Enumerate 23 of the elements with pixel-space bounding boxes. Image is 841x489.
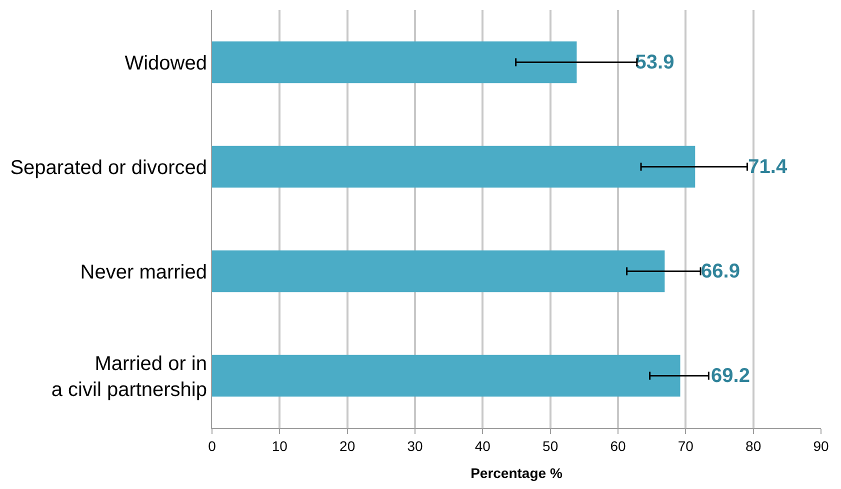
x-tick-label: 80 [746, 438, 762, 454]
data-label: 66.9 [668, 260, 740, 282]
x-tick-label: 60 [610, 438, 626, 454]
data-label: 71.4 [698, 156, 788, 178]
bar [212, 250, 665, 292]
x-tick-label: 70 [678, 438, 694, 454]
y-tick-label: Separated or divorced [10, 156, 207, 179]
x-tick-label: 40 [474, 438, 491, 454]
y-tick-label: Married or in a civil partnership [51, 352, 207, 401]
y-tick-label: Widowed [124, 52, 207, 74]
y-tick-label: Never married [80, 261, 207, 284]
x-tick-label: 0 [208, 438, 216, 454]
data-label: 69.2 [683, 364, 750, 387]
bar [212, 146, 696, 188]
bar [212, 354, 680, 397]
x-axis-title: Percentage % [470, 465, 563, 482]
x-tick-label: 90 [813, 438, 829, 454]
x-tick-label: 20 [340, 438, 356, 454]
data-label: 53.9 [580, 51, 674, 74]
bar [212, 41, 577, 84]
x-tick-label: 10 [272, 438, 288, 454]
x-tick-label: 30 [407, 438, 423, 454]
x-tick-label: 50 [542, 438, 558, 454]
